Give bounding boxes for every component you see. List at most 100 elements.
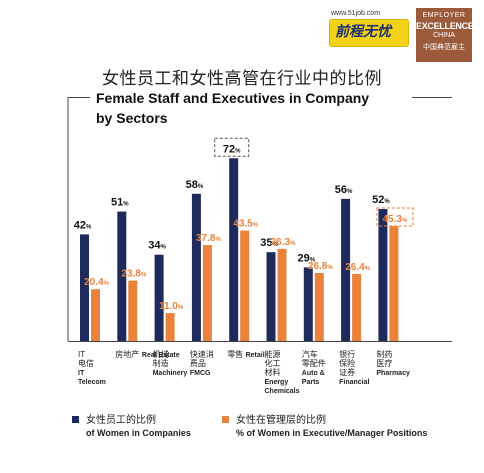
category-label-cn: 机械 [153,349,169,359]
logo-url: www.51job.com [331,10,381,17]
value-unit: % [310,257,316,263]
logo-box [329,19,409,47]
category-label-en: Retail [246,352,265,359]
category-label-en: IT [78,370,85,377]
value-unit: % [290,241,296,247]
value-label-series1-4: 43.5% [233,219,258,230]
category-label-en: Financial [339,379,369,386]
chart-subtitle: Female Staff and Executives in Company b… [96,88,416,128]
legend-label-en: % of Women in Executive/Manager Position… [236,428,428,438]
category-label-cn: 医疗 [376,358,392,368]
legend-label-cn: 女性在管理层的比例 [236,415,326,426]
bar-series1-6 [314,272,324,341]
value-unit: % [327,265,333,271]
category-label-en: Chemicals [265,388,300,395]
bar-series1-4 [240,230,250,341]
value-label-series1-2: 11.0% [159,301,184,312]
chart-subtitle-line2: by Sectors [96,110,168,126]
bar-series1-7 [352,273,362,341]
category-label-cn: 制药 [376,349,392,359]
value-unit: % [365,266,371,272]
value-label-series0-8: 52% [372,194,390,206]
value-label-series0-1: 51% [111,197,129,209]
bar-series1-1 [128,280,138,341]
logo-text: 前程无忧 [335,24,391,40]
bar-series0-7 [341,198,351,341]
value-label-series1-7: 26.4% [345,262,370,273]
bar-series0-1 [117,211,127,341]
bar-series0-0 [80,234,89,341]
value-label-series1-3: 37.8% [196,233,221,244]
value-unit: % [384,199,390,205]
value-label-series0-2: 34% [148,240,166,252]
legend-label-cn: 女性员工的比例 [86,415,156,426]
value-unit: % [235,148,241,154]
bar-series0-4 [229,158,239,341]
value-label-series1-6: 26.8% [308,261,333,272]
bar-series1-3 [202,245,212,341]
category-label-en: FMCG [190,370,211,377]
category-label-cn: 保险 [339,358,355,368]
value-label-series0-7: 56% [335,184,353,196]
chart-subtitle-line1: Female Staff and Executives in Company [96,90,370,106]
bar-series1-2 [165,313,175,341]
title-rule-right [412,97,452,98]
51job-logo: www.51job.com 前程无忧 [329,10,409,48]
bar-series1-5 [277,248,287,341]
highlight-box-series1 [376,207,414,227]
category-label-cn: 电信 [78,358,94,368]
bar-series1-8 [389,226,399,341]
bar-series0-3 [191,193,201,341]
bar-series0-5 [266,252,276,341]
category-label-cn: 零配件 [302,358,326,368]
legend-swatch-navy [72,416,79,423]
value-unit: % [347,189,353,195]
category-label-cn: 化工 [265,358,281,368]
category-label-en: Energy [265,379,289,386]
bar-series0-2 [154,254,164,341]
category-label-cn: 材料 [265,367,281,377]
category-label-en: Auto & [302,370,325,377]
category-label-cn: 能源 [265,349,281,359]
category-label-en: Pharmacy [376,370,410,377]
value-unit: % [272,242,278,248]
category-label-cn: 快速消 [190,349,214,359]
category-label-cn: 制造 [153,358,169,368]
highlight-box-series0 [214,137,250,157]
value-label-series0-3: 58% [186,179,204,191]
category-label-cn: 汽车 [302,349,318,359]
value-unit: % [198,184,204,190]
value-unit: % [215,237,221,243]
legend-label-en: of Women in Companies [86,428,191,438]
value-label-series0-0: 42% [74,219,92,231]
chart-title: 女性员工和女性高管在行业中的比例 [102,69,382,89]
value-unit: % [141,273,147,279]
category-label-cn: 证券 [339,367,355,377]
badge-line3: CHINA [433,32,455,39]
value-unit: % [253,223,259,229]
badge-line1: EMPLOYER [422,12,466,19]
category-label-en: Real Estate [142,352,180,359]
value-unit: % [402,218,408,224]
bar-series1-0 [91,289,100,341]
category-label-en: Parts [302,379,320,386]
badge-line2: EXCELLENCE [416,21,474,31]
badge-line4: 中国典范雇主 [423,44,465,51]
value-label-series1-1: 23.8% [121,269,146,280]
value-label-series1-5: 36.3% [271,237,296,248]
title-rule-left [68,97,90,98]
category-label-prefix: IT [78,350,85,359]
value-unit: % [161,245,167,251]
value-unit: % [86,224,92,230]
value-label-series1-0: 20.4% [84,277,109,288]
category-label-cn: 费品 [190,358,206,368]
value-unit: % [104,281,110,287]
value-label-series1-8: 45.3% [382,214,407,225]
bar-series0-6 [303,267,313,341]
value-unit: % [123,202,129,208]
bar-series0-8 [378,209,388,341]
value-unit: % [178,305,184,311]
category-label-en: Machinery [153,370,188,377]
employer-excellence-badge: EMPLOYER EXCELLENCE CHINA 中国典范雇主 [416,8,474,62]
